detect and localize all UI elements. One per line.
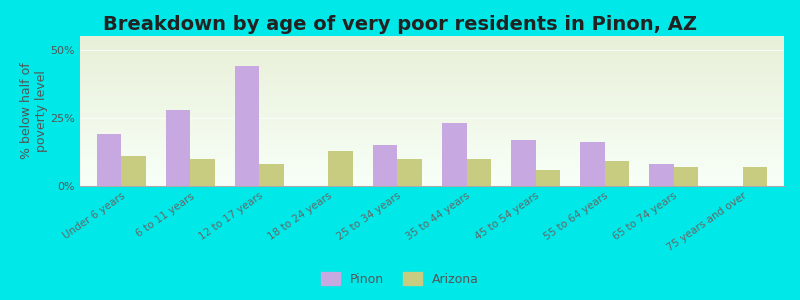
Y-axis label: % below half of
poverty level: % below half of poverty level bbox=[20, 63, 48, 159]
Bar bbox=[259, 164, 284, 186]
Bar bbox=[535, 169, 560, 186]
Bar bbox=[166, 110, 190, 186]
Bar bbox=[398, 159, 422, 186]
Bar bbox=[122, 156, 146, 186]
Bar bbox=[466, 159, 490, 186]
Bar bbox=[742, 167, 766, 186]
Bar bbox=[374, 145, 398, 186]
Bar bbox=[442, 123, 466, 186]
Legend: Pinon, Arizona: Pinon, Arizona bbox=[316, 267, 484, 291]
Bar bbox=[511, 140, 535, 186]
Bar bbox=[190, 159, 214, 186]
Bar bbox=[329, 151, 353, 186]
Text: Breakdown by age of very poor residents in Pinon, AZ: Breakdown by age of very poor residents … bbox=[103, 15, 697, 34]
Bar bbox=[580, 142, 605, 186]
Bar bbox=[605, 161, 629, 186]
Bar bbox=[235, 66, 259, 186]
Bar bbox=[650, 164, 674, 186]
Bar bbox=[98, 134, 122, 186]
Bar bbox=[674, 167, 698, 186]
